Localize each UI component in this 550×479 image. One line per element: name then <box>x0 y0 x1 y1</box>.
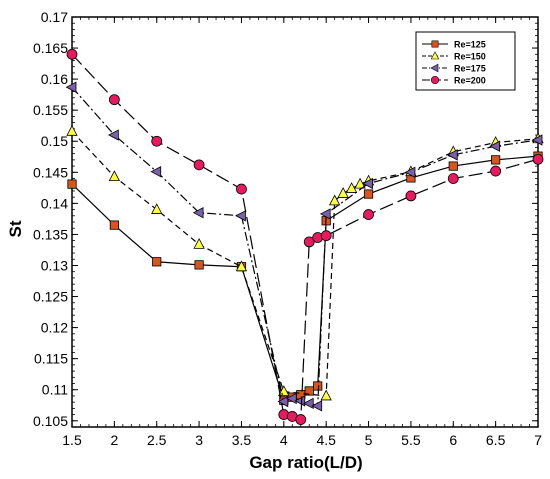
data-point <box>192 207 204 219</box>
data-point <box>277 395 289 408</box>
data-point <box>490 165 502 177</box>
y-tick-label: 0.14 <box>41 195 68 211</box>
data-point <box>150 166 162 178</box>
legend-label: Re=175 <box>454 64 486 74</box>
x-tick-label: 2 <box>110 432 118 448</box>
x-tick-label: 1.5 <box>62 432 82 448</box>
data-point <box>446 149 458 161</box>
y-tick-label: 0.165 <box>33 40 68 56</box>
y-tick-label: 0.115 <box>34 351 68 367</box>
series-re-150 <box>66 124 544 401</box>
data-point <box>311 400 323 412</box>
data-point <box>320 230 332 242</box>
y-tick-label: 0.16 <box>41 71 68 87</box>
data-point <box>531 134 543 146</box>
data-point <box>236 183 247 195</box>
legend-item: Re=175 <box>422 64 486 74</box>
series-re-125 <box>67 151 543 405</box>
series-re-200 <box>66 48 544 425</box>
legend-item: Re=125 <box>422 40 486 50</box>
data-point <box>337 187 349 198</box>
data-point <box>151 203 163 214</box>
legend-label: Re=200 <box>454 76 486 86</box>
series-group <box>65 48 544 425</box>
data-point <box>304 386 314 396</box>
y-tick-label: 0.13 <box>41 257 68 273</box>
data-point <box>532 153 544 165</box>
y-tick-label: 0.12 <box>41 320 68 336</box>
data-point <box>235 210 246 222</box>
y-tick-label: 0.125 <box>33 289 68 305</box>
data-point <box>345 182 358 193</box>
x-axis-title: Gap ratio(L/D) <box>249 453 362 472</box>
data-point <box>295 414 307 425</box>
data-point <box>405 190 417 202</box>
legend-swatch-marker <box>430 63 439 73</box>
data-point <box>109 220 119 230</box>
data-point <box>66 48 78 60</box>
legend-swatch-marker <box>431 40 439 48</box>
data-point <box>193 159 205 171</box>
legend-item: Re=150 <box>422 51 486 62</box>
data-point <box>151 135 163 147</box>
x-tick-label: 5 <box>365 432 373 448</box>
data-point <box>108 94 120 106</box>
y-tick-label: 0.15 <box>41 133 68 149</box>
data-point <box>152 257 162 267</box>
y-tick-label: 0.135 <box>33 226 68 242</box>
data-point <box>303 236 315 248</box>
x-tick-label: 3.5 <box>232 432 252 448</box>
series-re-175 <box>65 81 543 412</box>
data-point <box>108 129 119 141</box>
data-point <box>320 389 332 401</box>
x-tick-label: 3 <box>195 432 203 448</box>
data-point <box>294 395 306 407</box>
data-point <box>328 194 341 206</box>
x-tick-label: 4.5 <box>316 432 336 448</box>
legend-label: Re=125 <box>454 40 486 50</box>
x-tick-label: 4 <box>280 432 288 448</box>
legend-swatch-marker <box>430 51 440 60</box>
data-point <box>363 189 374 199</box>
legend: Re=125 Re=150 Re=175 Re=200 <box>415 31 516 91</box>
x-tick-label: 5.5 <box>401 432 421 448</box>
x-tick-label: 2.5 <box>147 432 167 448</box>
data-point <box>489 140 501 152</box>
data-point <box>363 209 374 220</box>
series-line <box>71 130 539 397</box>
data-point <box>285 392 297 405</box>
data-point <box>362 177 373 190</box>
data-point <box>404 166 416 178</box>
y-tick-label: 0.155 <box>33 102 68 118</box>
data-point <box>66 124 78 136</box>
series-line <box>71 86 539 407</box>
legend-item: Re=200 <box>422 76 486 86</box>
y-tick-label: 0.105 <box>33 413 68 429</box>
data-point <box>448 161 458 171</box>
y-axis-title: St <box>6 220 25 237</box>
data-point <box>302 397 314 410</box>
x-tick-label: 6 <box>449 432 457 448</box>
y-tick-label: 0.17 <box>41 9 68 25</box>
data-point <box>235 260 248 272</box>
series-line <box>71 155 539 402</box>
data-point <box>67 179 77 189</box>
data-point <box>194 260 204 270</box>
x-tick-label: 6.5 <box>486 432 506 448</box>
y-tick-label: 0.145 <box>33 164 68 180</box>
data-point <box>491 155 501 165</box>
legend-swatch-marker <box>430 75 440 85</box>
y-tick-label: 0.11 <box>42 382 68 398</box>
data-point <box>313 381 323 391</box>
series-line <box>71 53 539 421</box>
legend-label: Re=150 <box>454 52 486 62</box>
data-point <box>193 238 205 249</box>
axes: 1.5 2 2.5 3 3.5 4 4.5 5 5.5 6 6.5 7 0.105 0.11 0.115 0.… <box>33 9 542 448</box>
data-point <box>319 208 331 220</box>
x-tick-label: 7 <box>534 432 542 448</box>
data-point <box>447 173 459 184</box>
data-point <box>108 170 121 182</box>
data-point <box>65 81 77 93</box>
